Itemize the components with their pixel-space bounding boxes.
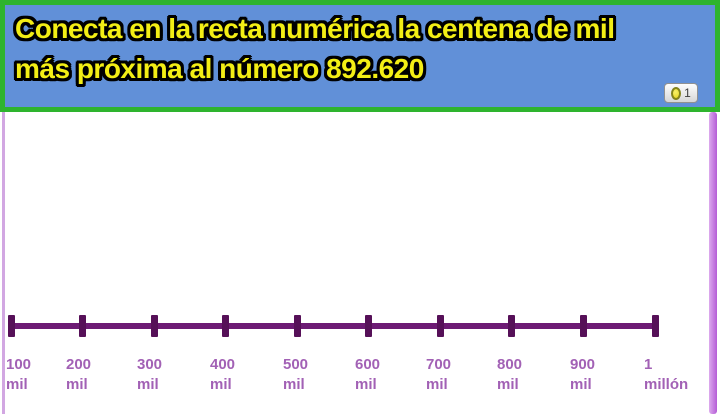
- number-line-label-300-mil: 300 mil: [137, 355, 193, 395]
- number-line-tick-800-mil[interactable]: [508, 315, 515, 337]
- label-value: 700: [426, 356, 452, 373]
- label-unit: millón: [644, 376, 689, 393]
- number-line: 100 mil 200 mil 300 mil 400 mil 500 mil …: [0, 112, 720, 414]
- label-unit: mil: [137, 376, 159, 393]
- label-value: 100: [6, 356, 32, 373]
- activity-board: 100 mil 200 mil 300 mil 400 mil 500 mil …: [0, 112, 720, 414]
- attempt-count: 1: [684, 86, 691, 100]
- label-value: 400: [210, 356, 236, 373]
- label-value: 200: [66, 356, 92, 373]
- number-line-tick-200-mil[interactable]: [79, 315, 86, 337]
- number-line-tick-700-mil[interactable]: [437, 315, 444, 337]
- number-line-label-700-mil: 700 mil: [426, 355, 482, 395]
- label-unit: mil: [497, 376, 519, 393]
- label-unit: mil: [6, 376, 28, 393]
- number-line-tick-100-mil[interactable]: [8, 315, 15, 337]
- coin-icon: [671, 86, 682, 100]
- attempt-counter-badge[interactable]: 1: [664, 83, 698, 103]
- label-unit: mil: [283, 376, 305, 393]
- number-line-tick-500-mil[interactable]: [294, 315, 301, 337]
- number-line-label-500-mil: 500 mil: [283, 355, 339, 395]
- number-line-tick-400-mil[interactable]: [222, 315, 229, 337]
- number-line-tick-900-mil[interactable]: [580, 315, 587, 337]
- label-unit: mil: [210, 376, 232, 393]
- number-line-axis: [8, 323, 658, 329]
- label-unit: mil: [355, 376, 377, 393]
- number-line-label-200-mil: 200 mil: [66, 355, 122, 395]
- task-instruction-line2: más próxima al número 892.620: [14, 52, 425, 85]
- task-header: Conecta en la recta numérica la centena …: [0, 0, 720, 112]
- number-line-tick-300-mil[interactable]: [151, 315, 158, 337]
- number-line-label-800-mil: 800 mil: [497, 355, 553, 395]
- task-instruction: Conecta en la recta numérica la centena …: [14, 9, 616, 89]
- label-unit: mil: [570, 376, 592, 393]
- task-instruction-line1: Conecta en la recta numérica la centena …: [14, 12, 616, 45]
- label-unit: mil: [426, 376, 448, 393]
- number-line-label-400-mil: 400 mil: [210, 355, 266, 395]
- number-line-label-100-mil: 100 mil: [6, 355, 62, 395]
- label-unit: mil: [66, 376, 88, 393]
- label-value: 600: [355, 356, 381, 373]
- number-line-label-600-mil: 600 mil: [355, 355, 411, 395]
- label-value: 1: [644, 356, 653, 373]
- left-divider: [2, 112, 5, 414]
- number-line-label-1-millon: 1 millón: [644, 355, 700, 395]
- label-value: 800: [497, 356, 523, 373]
- number-line-label-900-mil: 900 mil: [570, 355, 626, 395]
- right-divider: [709, 112, 717, 414]
- number-line-tick-600-mil[interactable]: [365, 315, 372, 337]
- label-value: 900: [570, 356, 596, 373]
- number-line-tick-1-millon[interactable]: [652, 315, 659, 337]
- label-value: 500: [283, 356, 309, 373]
- label-value: 300: [137, 356, 163, 373]
